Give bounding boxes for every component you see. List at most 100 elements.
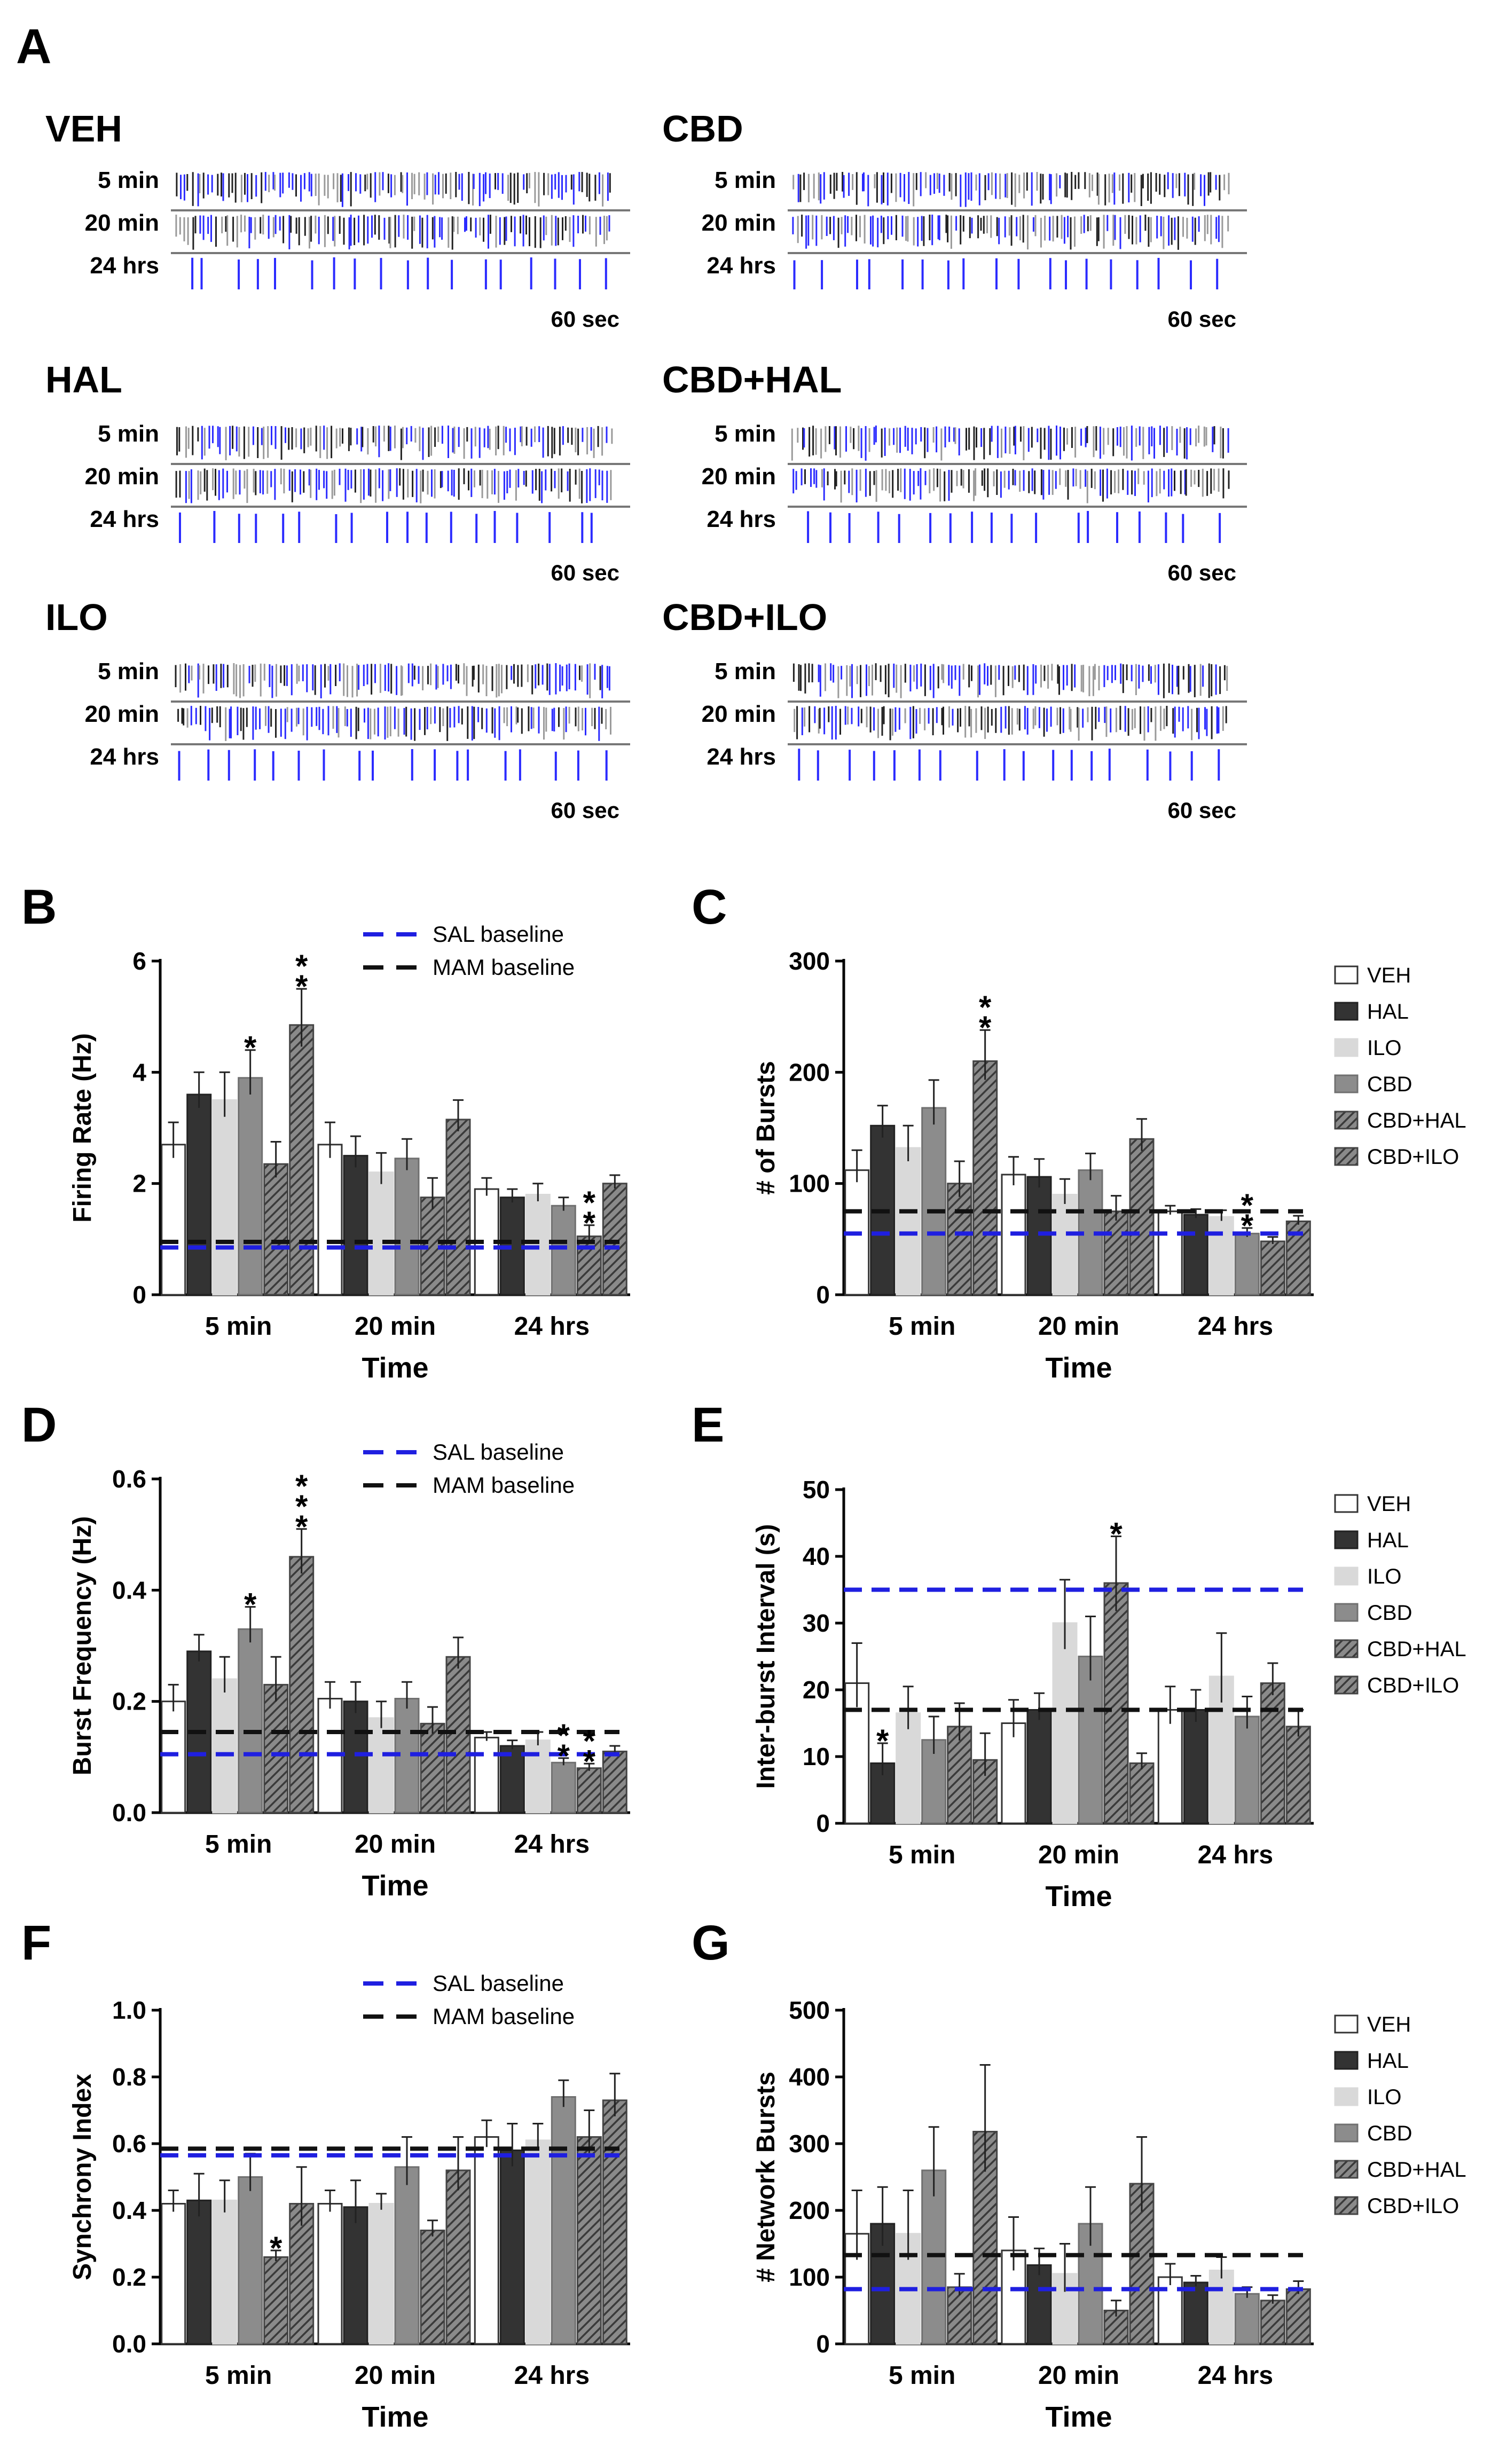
- bar-veh: [474, 1736, 499, 1814]
- legend-swatch: [1334, 1566, 1359, 1586]
- bar-cbd-ilo: [445, 1119, 471, 1296]
- bar-cbd: [1234, 1715, 1260, 1824]
- raster-title: VEH: [45, 108, 122, 149]
- bar-hal: [1026, 1709, 1052, 1824]
- y-tick-label: 300: [789, 947, 830, 975]
- bar-cbd-ilo: [1129, 1138, 1155, 1296]
- bar-cbd-hal: [576, 1235, 602, 1296]
- significance-mark: *: [295, 1489, 308, 1524]
- y-tick-label: 10: [803, 1743, 830, 1770]
- legend-swatch: [1334, 1147, 1359, 1166]
- y-tick-label: 0.4: [112, 1576, 146, 1604]
- bar-hal: [1183, 1214, 1208, 1296]
- significance-mark: *: [295, 969, 308, 1004]
- legend-swatch: [1334, 2196, 1359, 2215]
- raster-title: CBD+ILO: [662, 596, 827, 638]
- raster-row-label: 24 hrs: [90, 253, 159, 279]
- bar-cbd-hal: [1103, 1210, 1129, 1296]
- legend-swatch: [1334, 1530, 1359, 1549]
- y-tick-label: 400: [789, 2063, 830, 2091]
- y-tick-label: 500: [789, 1996, 830, 2024]
- bar-cbd: [238, 1628, 263, 1814]
- significance-mark: *: [979, 989, 992, 1025]
- raster-row-label: 5 min: [98, 167, 159, 193]
- bar-cbd: [1078, 1656, 1103, 1824]
- legend-swatch: [1334, 2160, 1359, 2179]
- significance-mark: *: [583, 1743, 596, 1779]
- bar-ilo: [212, 1099, 238, 1296]
- raster-5: CBD+ILO 5 min 20 min 24 hrs 60 sec: [662, 596, 1247, 823]
- chart-f: F 0.0 0.2 0.4 0.6 0.8 1.0 Synchrony Index 5 min 2…: [21, 1916, 630, 2433]
- legend-label: MAM baseline: [433, 955, 575, 980]
- bar-veh: [1001, 1722, 1026, 1824]
- y-tick-label: 0.4: [112, 2197, 146, 2224]
- y-tick-label: 100: [789, 1170, 830, 1198]
- legend-label: MAM baseline: [433, 1473, 575, 1498]
- bar-hal: [499, 2150, 525, 2345]
- bar-ilo: [525, 1739, 551, 1814]
- bar-veh: [1157, 1210, 1183, 1296]
- chart-g: G 0 100 200 300 400 500 # Network Bursts 5 min 20…: [692, 1916, 1466, 2433]
- bar-ilo: [896, 1712, 921, 1824]
- raster-row-label: 24 hrs: [707, 253, 776, 279]
- legend-swatch: [1334, 1074, 1359, 1093]
- legend-label: SAL baseline: [433, 922, 564, 947]
- x-tick-label: 20 min: [355, 1312, 436, 1341]
- raster-row-label: 20 min: [702, 701, 776, 727]
- y-axis-label: # of Bursts: [752, 1061, 780, 1195]
- significance-mark: *: [979, 1010, 992, 1045]
- bar-ilo: [525, 2139, 551, 2345]
- bar-cbd-ilo: [445, 1656, 471, 1814]
- legend-swatch: [1334, 1002, 1359, 1021]
- legend-label: CBD+HAL: [1367, 2158, 1466, 2182]
- y-tick-label: 0.6: [112, 1465, 146, 1493]
- bar-hal: [343, 1155, 368, 1296]
- bar-ilo: [1052, 1622, 1078, 1824]
- bar-veh: [161, 2203, 186, 2345]
- x-tick-label: 20 min: [1038, 1841, 1119, 1869]
- legend-label: HAL: [1367, 2049, 1409, 2073]
- bar-hal: [1026, 1176, 1052, 1296]
- legend-label: HAL: [1367, 1000, 1409, 1024]
- bar-ilo: [1208, 2270, 1234, 2345]
- legend-label: CBD: [1367, 1073, 1412, 1096]
- chart-c: C 0 100 200 300 # of Bursts 5 min 20 min 24 hrs T…: [692, 880, 1466, 1384]
- bar-cbd-ilo: [1129, 1762, 1155, 1824]
- legend-swatch: [1334, 2014, 1359, 2034]
- legend-swatch: [1334, 1639, 1359, 1658]
- bar-cbd: [551, 1205, 576, 1296]
- raster-title: ILO: [45, 596, 108, 638]
- x-tick-label: 5 min: [889, 1841, 955, 1869]
- y-tick-label: 0: [132, 1281, 146, 1309]
- bar-cbd-hal: [263, 1683, 289, 1814]
- y-tick-label: 0.2: [112, 2263, 146, 2291]
- legend-swatch: [1334, 1038, 1359, 1057]
- bar-cbd: [394, 2166, 420, 2345]
- raster-title: CBD: [662, 108, 743, 149]
- raster-row-label: 5 min: [715, 658, 776, 684]
- legend-label: CBD+ILO: [1367, 1674, 1459, 1697]
- bar-cbd: [551, 1761, 576, 1814]
- significance-mark: *: [583, 1205, 596, 1241]
- legend-swatch: [1334, 1111, 1359, 1130]
- y-tick-label: 0.2: [112, 1688, 146, 1715]
- y-tick-label: 0.8: [112, 2063, 146, 2091]
- y-tick-label: 200: [789, 2197, 830, 2224]
- legend-label: CBD+ILO: [1367, 2194, 1459, 2218]
- bar-cbd: [551, 2096, 576, 2345]
- legend-label: CBD+HAL: [1367, 1638, 1466, 1661]
- legend-swatch: [1334, 2123, 1359, 2143]
- y-axis-label: Firing Rate (Hz): [68, 1033, 97, 1223]
- significance-mark: *: [1110, 1516, 1123, 1552]
- legend-swatch: [1334, 1494, 1359, 1513]
- bar-cbd-hal: [420, 1722, 445, 1814]
- bar-cbd-ilo: [445, 2169, 471, 2345]
- bar-cbd-ilo: [1285, 1726, 1311, 1824]
- y-tick-label: 0.0: [112, 2330, 146, 2358]
- x-axis-label: Time: [362, 1870, 428, 1902]
- legend-label: CBD+HAL: [1367, 1109, 1466, 1132]
- bar-ilo: [212, 1678, 238, 1814]
- raster-scale-label: 60 sec: [551, 306, 619, 332]
- bar-ilo: [368, 1171, 394, 1296]
- x-tick-label: 5 min: [205, 1830, 272, 1859]
